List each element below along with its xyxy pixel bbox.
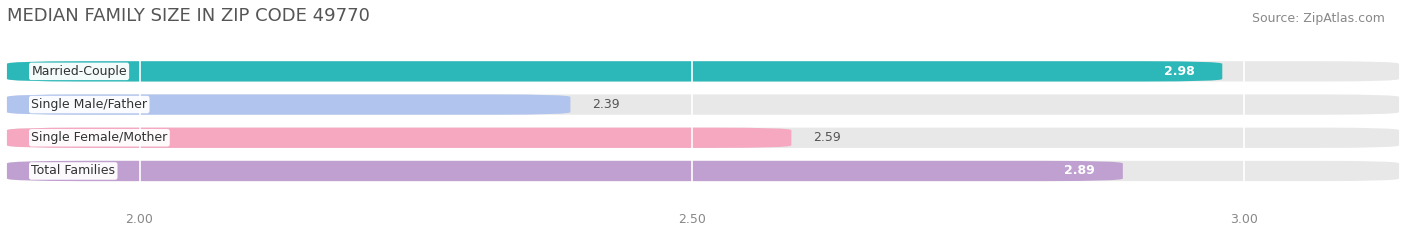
FancyBboxPatch shape [7, 128, 792, 148]
FancyBboxPatch shape [7, 94, 1399, 115]
Text: 2.98: 2.98 [1164, 65, 1195, 78]
Text: 2.39: 2.39 [592, 98, 620, 111]
Text: Married-Couple: Married-Couple [31, 65, 127, 78]
Text: Single Female/Mother: Single Female/Mother [31, 131, 167, 144]
FancyBboxPatch shape [7, 61, 1399, 82]
Text: 2.59: 2.59 [814, 131, 841, 144]
Text: Source: ZipAtlas.com: Source: ZipAtlas.com [1251, 12, 1385, 25]
FancyBboxPatch shape [7, 61, 1222, 82]
FancyBboxPatch shape [7, 94, 571, 115]
Text: 2.89: 2.89 [1064, 164, 1095, 178]
FancyBboxPatch shape [7, 161, 1399, 181]
Text: Single Male/Father: Single Male/Father [31, 98, 148, 111]
FancyBboxPatch shape [7, 128, 1399, 148]
Text: MEDIAN FAMILY SIZE IN ZIP CODE 49770: MEDIAN FAMILY SIZE IN ZIP CODE 49770 [7, 7, 370, 25]
FancyBboxPatch shape [7, 161, 1123, 181]
Text: Total Families: Total Families [31, 164, 115, 178]
